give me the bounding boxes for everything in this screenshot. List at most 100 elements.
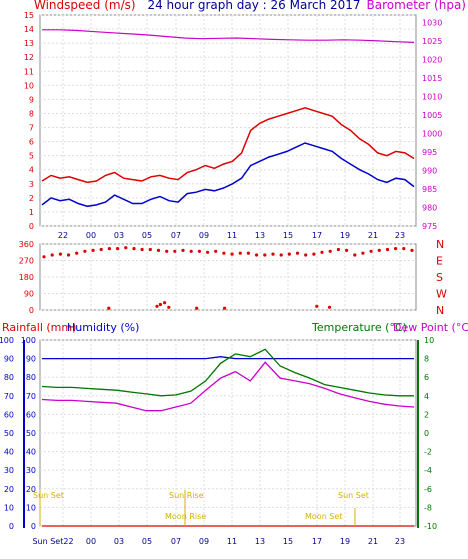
p2-calm-point-3: [163, 301, 167, 305]
p3-x-tick-8: 15: [283, 537, 293, 546]
p1-left-tick-10: 10: [24, 81, 34, 90]
p3-rain-tick-6: 60: [4, 410, 14, 419]
p1-left-tick-13: 13: [24, 39, 34, 48]
p1-right-tick-6: 1005: [422, 111, 442, 120]
p2-direction-point-0: [42, 255, 46, 259]
p2-direction-point-22: [222, 251, 226, 255]
p3-x-tick-4: 07: [171, 537, 181, 546]
p2-direction-point-16: [173, 249, 177, 253]
p2-direction-point-17: [181, 248, 185, 252]
p3-series-dew-point: [41, 361, 415, 412]
p2-direction-point-24: [238, 251, 242, 255]
p2-calm-point-6: [223, 306, 227, 310]
p1-x-tick-3: 05: [142, 231, 152, 240]
p2-direction-point-20: [206, 250, 210, 254]
p3-temp-tick-4: -2: [424, 448, 432, 457]
p1-left-tick-9: 9: [29, 95, 34, 104]
p2-direction-point-34: [320, 250, 324, 254]
p3-humidity-tick-6: 60: [26, 410, 36, 419]
p3-x-tick-5: 09: [199, 537, 209, 546]
p3-series-humidity: [42, 356, 414, 360]
p2-direction-point-6: [91, 248, 95, 252]
p3-humidity-tick-8: 80: [26, 373, 36, 382]
p2-direction-point-3: [66, 253, 71, 257]
chart-title: 24 hour graph day : 26 March 2017: [147, 0, 360, 12]
p3-temp-tick-7: 4: [424, 392, 429, 401]
p2-direction-point-21: [214, 249, 218, 253]
p2-right-tick-0: N: [436, 304, 444, 317]
p1-left-tick-7: 7: [29, 124, 34, 133]
p1-left-tick-12: 12: [24, 53, 34, 62]
p2-direction-point-2: [58, 252, 63, 256]
p3-humidity-tick-10: 100: [21, 336, 36, 345]
p2-direction-point-36: [336, 247, 340, 252]
p2-direction-point-26: [255, 253, 259, 257]
p1-left-tick-3: 3: [29, 180, 34, 189]
p3-rain-tick-0: 0: [9, 522, 14, 531]
p1-right-tick-5: 1000: [422, 129, 442, 138]
p1-left-tick-8: 8: [29, 109, 34, 118]
p1-right-tick-2: 985: [422, 185, 437, 194]
p2-direction-point-11: [132, 247, 136, 251]
p2-direction-point-38: [353, 253, 357, 257]
windspeed-axis-label: Windspeed (m/s): [34, 0, 136, 12]
p3-temp-tick-5: 0: [424, 429, 429, 438]
p1-left-tick-11: 11: [24, 67, 34, 76]
p2-direction-point-4: [75, 251, 79, 255]
p3-x-tick-7: 13: [255, 537, 265, 546]
p2-direction-point-37: [345, 248, 349, 252]
p1-x-tick-10: 19: [340, 231, 350, 240]
p3-rain-tick-1: 10: [4, 503, 14, 512]
p2-direction-point-30: [287, 252, 291, 256]
p3-rain-tick-8: 80: [4, 373, 14, 382]
p2-direction-point-27: [263, 253, 267, 257]
p1-series-average: [41, 142, 415, 208]
p3-rain-tick-3: 30: [4, 466, 14, 475]
p1-right-tick-10: 1025: [422, 37, 442, 46]
annotation-sunset-left: Sun Set: [33, 491, 64, 500]
p2-calm-point-0: [107, 306, 111, 310]
p1-left-tick-4: 4: [29, 166, 34, 175]
p1-x-tick-11: 21: [368, 231, 378, 240]
p2-direction-point-5: [83, 249, 87, 253]
p1-right-tick-4: 995: [422, 148, 437, 157]
p2-direction-point-15: [165, 249, 169, 253]
p1-x-tick-12: 23: [395, 231, 405, 240]
p1-left-tick-1: 1: [29, 208, 34, 217]
p2-calm-point-4: [167, 305, 171, 309]
p2-direction-point-42: [385, 247, 390, 252]
p2-direction-point-8: [107, 247, 111, 251]
annotation-sunrise: Sun Rise: [169, 491, 204, 500]
p1-x-tick-1: 00: [86, 231, 96, 240]
p3-rain-tick-7: 70: [4, 392, 14, 401]
p3-humidity-tick-1: 10: [26, 503, 36, 512]
p3-x-tick-9: 17: [312, 537, 322, 546]
p2-direction-point-32: [304, 253, 308, 257]
p3-humidity-tick-2: 20: [26, 485, 36, 494]
p1-x-tick-5: 09: [199, 231, 209, 240]
p1-x-tick-2: 03: [114, 231, 124, 240]
p2-right-tick-3: E: [436, 255, 443, 268]
p3-humidity-tick-9: 90: [26, 355, 36, 364]
p2-direction-point-40: [369, 249, 373, 253]
p2-direction-point-7: [99, 247, 103, 252]
p3-humidity-tick-4: 40: [26, 448, 36, 457]
p1-x-tick-7: 13: [255, 231, 265, 240]
p2-direction-point-1: [50, 253, 54, 257]
p1-left-tick-14: 14: [24, 25, 34, 34]
p2-calm-point-2: [158, 302, 162, 307]
p3-x-tick-11: 21: [368, 537, 378, 546]
p2-direction-point-10: [124, 246, 128, 250]
p2-left-tick-2: 180: [19, 273, 34, 282]
p3-rain-tick-9: 90: [4, 355, 14, 364]
p2-left-tick-0: 0: [29, 306, 34, 315]
p2-direction-point-31: [295, 251, 300, 255]
p3-rain-tick-10: 100: [0, 336, 14, 345]
annotation-sunset-right: Sun Set: [338, 491, 369, 500]
p3-humidity-tick-3: 30: [26, 466, 36, 475]
barometer-axis-label: Barometer (hpa): [367, 0, 466, 12]
panel-1-frame: [39, 14, 417, 227]
p2-calm-point-8: [327, 305, 332, 309]
rainfall-axis-label: Rainfall (mm): [2, 321, 76, 334]
